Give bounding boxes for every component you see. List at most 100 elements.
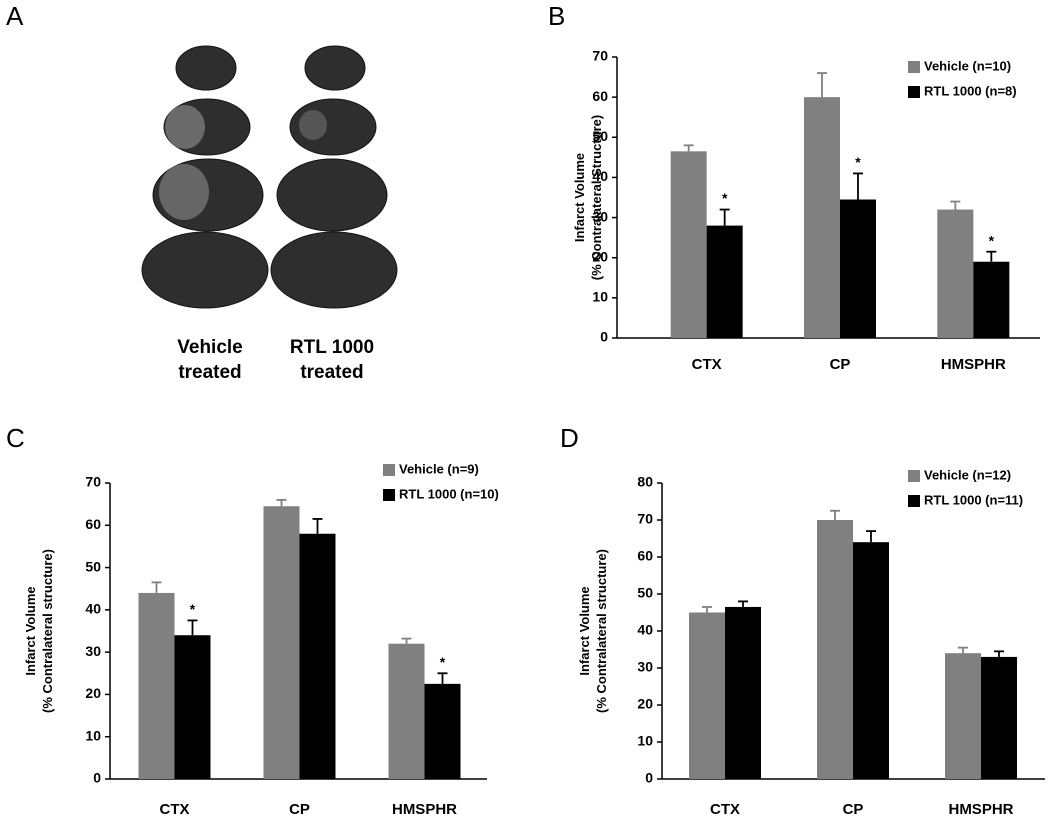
bar (299, 533, 336, 779)
bar (945, 653, 981, 779)
caption: RTL 1000 (290, 337, 374, 358)
bar (853, 542, 889, 779)
significance-marker: * (440, 654, 446, 670)
bar (138, 592, 175, 779)
caption: treated (300, 362, 363, 383)
y-axis-label: (% Contralateral structure) (594, 549, 609, 713)
bar (689, 612, 725, 779)
legend-label: RTL 1000 (n=11) (924, 492, 1023, 507)
y-tick-label: 60 (592, 88, 608, 104)
x-tick-label: CP (843, 801, 864, 818)
y-tick-label: 20 (85, 685, 101, 701)
y-tick-label: 60 (637, 548, 653, 564)
legend-swatch (383, 464, 395, 476)
error-bar (401, 637, 412, 644)
y-axis-label: (% Contralateral structure) (40, 549, 55, 713)
y-tick-label: 50 (592, 128, 608, 144)
y-tick-label: 50 (85, 558, 101, 574)
error-bar (738, 600, 748, 607)
error-bar (187, 619, 198, 636)
y-tick-label: 10 (85, 727, 101, 743)
bar (263, 506, 300, 779)
y-tick-label: 20 (592, 248, 608, 264)
caption: Vehicle (177, 337, 243, 358)
y-tick-label: 70 (85, 474, 101, 490)
y-tick-label: 20 (637, 696, 653, 712)
x-tick-label: CTX (692, 356, 722, 373)
error-bar (866, 530, 876, 543)
error-bar (437, 672, 448, 684)
x-tick-label: HMSPHR (941, 356, 1006, 373)
bar (424, 683, 461, 779)
bar (937, 209, 974, 338)
error-bar (958, 646, 968, 654)
legend-swatch (908, 495, 920, 507)
legend-label: Vehicle (n=9) (399, 461, 479, 476)
y-tick-label: 40 (637, 622, 653, 638)
bar (670, 151, 707, 338)
panel-label: C (6, 423, 25, 453)
x-tick-label: CP (830, 356, 851, 373)
y-tick-label: 70 (637, 511, 653, 527)
error-bar (702, 606, 712, 613)
significance-marker: * (989, 232, 995, 248)
error-bar (719, 208, 730, 226)
legend-swatch (908, 470, 920, 482)
legend-swatch (908, 61, 920, 73)
panel-label: D (560, 423, 579, 453)
y-tick-label: 30 (637, 659, 653, 675)
bar (817, 520, 853, 779)
y-tick-label: 30 (592, 208, 608, 224)
y-tick-label: 0 (93, 770, 101, 786)
x-tick-label: CTX (160, 801, 190, 818)
significance-marker: * (855, 154, 861, 170)
bar (706, 225, 743, 338)
x-tick-label: CP (289, 801, 310, 818)
caption: treated (178, 362, 241, 383)
legend-swatch (908, 86, 920, 98)
legend-swatch (383, 489, 395, 501)
y-tick-label: 40 (592, 168, 608, 184)
legend-label: Vehicle (n=10) (924, 58, 1011, 73)
legend-label: RTL 1000 (n=10) (399, 486, 499, 501)
x-tick-label: HMSPHR (948, 801, 1013, 818)
panel-label: B (548, 1, 565, 31)
legend-label: RTL 1000 (n=8) (924, 83, 1017, 98)
error-bar (151, 581, 162, 593)
significance-marker: * (190, 601, 196, 617)
y-tick-label: 30 (85, 643, 101, 659)
x-tick-label: CTX (710, 801, 740, 818)
x-tick-label: HMSPHR (392, 801, 457, 818)
error-bar (830, 509, 840, 520)
y-axis-label: Infarct Volume (577, 586, 592, 675)
error-bar (986, 250, 997, 262)
y-tick-label: 80 (637, 474, 653, 490)
y-tick-label: 10 (592, 289, 608, 305)
bar (804, 97, 840, 339)
bar (725, 606, 761, 779)
y-tick-label: 60 (85, 516, 101, 532)
y-tick-label: 0 (645, 770, 653, 786)
y-tick-label: 0 (600, 329, 608, 345)
significance-marker: * (722, 190, 728, 206)
error-bar (683, 144, 694, 152)
y-tick-label: 10 (637, 733, 653, 749)
bar (388, 643, 425, 779)
bar (174, 635, 211, 779)
legend-label: Vehicle (n=12) (924, 467, 1011, 482)
bar (840, 199, 876, 338)
error-bar (276, 499, 287, 507)
bar (981, 656, 1017, 779)
brain-sections (141, 45, 398, 309)
bar (973, 261, 1010, 338)
y-axis-label: (% Contralateral Structure) (589, 115, 604, 280)
y-tick-label: 50 (637, 585, 653, 601)
error-bar (853, 172, 863, 200)
y-tick-label: 40 (85, 601, 101, 617)
error-bar (950, 200, 961, 210)
y-axis-label: Infarct Volume (572, 153, 587, 242)
error-bar (312, 518, 323, 534)
error-bar (817, 72, 827, 98)
y-axis-label: Infarct Volume (23, 586, 38, 675)
